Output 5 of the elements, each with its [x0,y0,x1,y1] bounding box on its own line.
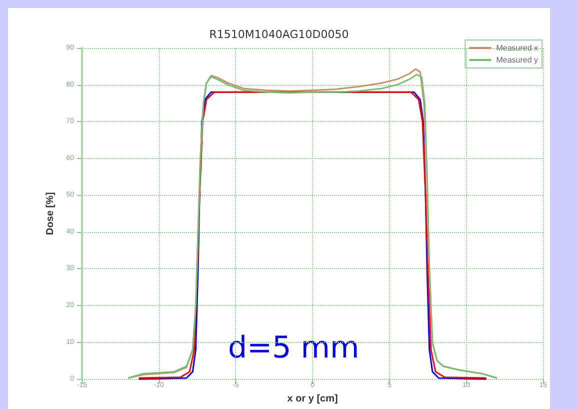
y-axis-title: Dose [%] [44,192,56,235]
chart-title: R1510M1040AG10D0050 [209,28,349,41]
legend-label: Measured x [496,44,538,52]
legend-label: Measured y [496,56,538,64]
x-axis-title: x or y [cm] [287,394,338,404]
